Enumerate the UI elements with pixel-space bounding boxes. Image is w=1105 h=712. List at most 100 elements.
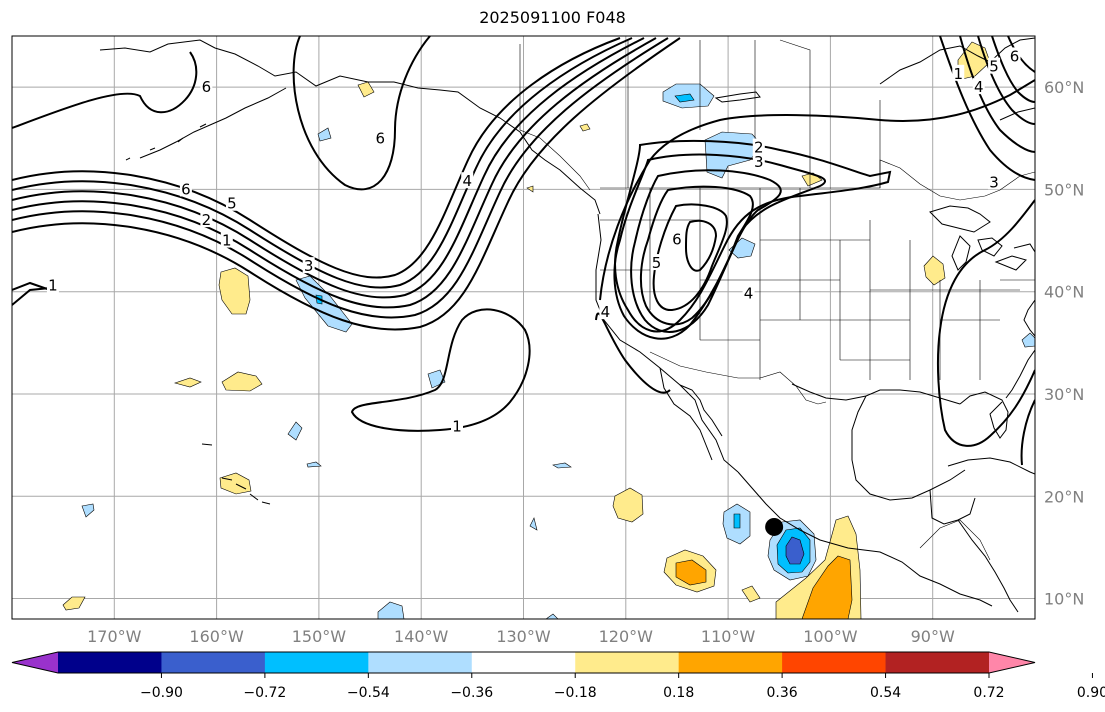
- coastline-labrador: [999, 107, 1035, 121]
- anomaly-shading: [62, 41, 1035, 619]
- negative-anomaly-blob: [306, 461, 322, 468]
- positive-anomaly-blob: [923, 255, 946, 286]
- colorbar: [11, 651, 1036, 674]
- contour-line: [12, 37, 621, 279]
- contour-line: [12, 37, 681, 331]
- colorbar-segment: [678, 652, 783, 673]
- contour-line: [977, 36, 1035, 125]
- negative-anomaly-blob: [287, 421, 303, 441]
- contour-label-background: [46, 276, 59, 293]
- contour-line: [292, 36, 431, 191]
- contour-label-background: [752, 152, 765, 169]
- latitude-tick-label: 40°N: [1044, 283, 1084, 302]
- coastline-aleutians: [125, 123, 207, 161]
- negative-anomaly-blob: [552, 462, 572, 469]
- latitude-tick-label: 10°N: [1044, 590, 1084, 609]
- contour-label-background: [374, 129, 387, 146]
- contour-label: 4: [601, 303, 611, 321]
- negative-anomaly-blob: [545, 613, 559, 619]
- contour-label: 4: [744, 285, 754, 303]
- colorbar-tick-label: 0.18: [663, 685, 694, 701]
- colorbar-segment: [58, 652, 162, 673]
- contour-label-background: [599, 303, 612, 320]
- contour-label: 6: [1010, 47, 1020, 65]
- coastline-us-west: [595, 213, 739, 473]
- latitude-tick-labels: 60°N 50°N 40°N 30°N 20°N 10°N: [1044, 78, 1084, 608]
- positive-anomaly-blob: [741, 585, 761, 603]
- contour-label: 6: [202, 78, 212, 96]
- contour-label-background: [200, 78, 213, 95]
- colorbar-segment: [471, 652, 576, 673]
- coastline-alaska-west: [139, 87, 287, 159]
- negative-anomaly-blob: [529, 517, 538, 531]
- longitude-tick-label: 110°W: [701, 627, 756, 646]
- contour-label: 4: [974, 78, 984, 96]
- contour-label: 5: [227, 195, 237, 213]
- contour-line: [12, 37, 633, 289]
- negative-anomaly-blob: [728, 237, 756, 259]
- border-us-mexico: [649, 351, 827, 405]
- contour-line: [630, 169, 782, 333]
- colorbar-tick-label: 0.90: [1077, 685, 1105, 701]
- contour-label-background: [972, 78, 985, 95]
- coastline-yucatan: [929, 489, 976, 525]
- border-canada-provinces: [627, 39, 881, 188]
- positive-anomaly-blob: [675, 559, 707, 586]
- colorbar-tick-label: −0.18: [554, 685, 597, 701]
- contour-label: 1: [222, 232, 232, 250]
- longitude-tick-labels: 170°W 160°W 150°W 140°W 130°W 120°W 110°W 100°W…: [87, 627, 955, 646]
- contour-label-background: [1008, 47, 1021, 64]
- contour-lines: [12, 36, 1035, 466]
- negative-anomaly-blob: [1021, 332, 1035, 348]
- longitude-tick-label: 140°W: [394, 627, 449, 646]
- positive-anomaly-blob: [218, 267, 251, 315]
- coastline-great-lakes: [929, 205, 1035, 271]
- colorbar-extend-min: [12, 652, 58, 673]
- contour-line: [12, 51, 198, 129]
- contour-label: 6: [672, 231, 682, 249]
- colorbar-tick-label: 0.72: [973, 685, 1004, 701]
- coastline-us-east: [1023, 299, 1035, 337]
- contour-line: [350, 308, 531, 432]
- colorbar-outline: [11, 651, 1036, 674]
- contour-label-background: [670, 230, 683, 247]
- coastline-hawaii: [201, 443, 271, 505]
- negative-anomaly-blob: [733, 513, 741, 529]
- contour-label-background: [302, 257, 315, 274]
- contour-line: [599, 79, 1035, 301]
- coastline-gulf-mexico-west: [851, 395, 966, 501]
- contour-label: 4: [462, 172, 472, 190]
- contour-line: [936, 199, 1035, 447]
- positive-anomaly-blob: [801, 555, 853, 619]
- contour-label: 1: [48, 277, 58, 295]
- longitude-tick-label: 90°W: [911, 627, 955, 646]
- contour-label: 6: [181, 180, 191, 198]
- positive-anomaly-blob: [221, 371, 263, 392]
- contour-label-background: [988, 173, 1001, 190]
- positive-anomaly-blob: [579, 123, 591, 132]
- negative-anomaly-blob: [81, 503, 95, 518]
- coastline-hudson-bay: [714, 91, 761, 103]
- coastline-mexico-pacific: [737, 471, 993, 607]
- negative-anomaly-blob: [317, 127, 332, 142]
- positive-anomaly-blob: [526, 185, 534, 193]
- colorbar-tick-labels: −0.90 −0.72 −0.54 −0.36 −0.18 0.18 0.36 0.54 0.7…: [140, 673, 1105, 701]
- contour-label: 1: [954, 65, 964, 83]
- negative-anomaly-blob: [377, 601, 405, 619]
- storm-center-marker: [765, 517, 784, 536]
- contour-label: 5: [989, 58, 999, 76]
- contour-label-background: [220, 231, 233, 248]
- contour-label-background: [952, 64, 965, 81]
- contour-line: [939, 36, 1035, 181]
- coastline-gulf-california: [679, 384, 723, 437]
- positive-anomaly-blob: [173, 377, 202, 388]
- longitude-tick-label: 130°W: [496, 627, 551, 646]
- longitude-tick-label: 170°W: [87, 627, 142, 646]
- contour-label: 3: [989, 173, 999, 191]
- colorbar-segment: [368, 652, 473, 673]
- colorbar-segment: [264, 652, 369, 673]
- longitude-tick-label: 100°W: [803, 627, 858, 646]
